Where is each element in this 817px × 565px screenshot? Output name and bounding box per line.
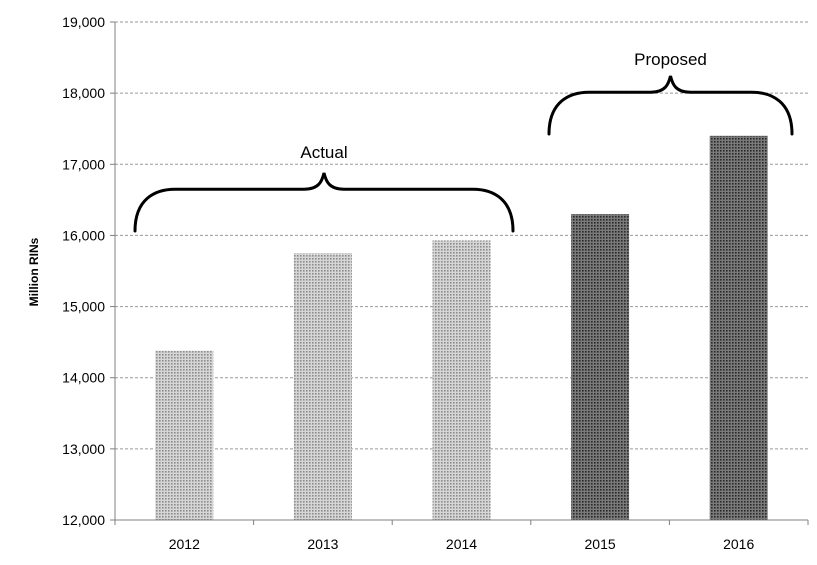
x-tick-label: 2012 bbox=[169, 536, 200, 552]
y-tick-label: 19,000 bbox=[62, 14, 105, 30]
bar-layer bbox=[155, 135, 768, 521]
annotation-label-actual: Actual bbox=[300, 143, 347, 162]
x-tick-label: 2014 bbox=[446, 536, 477, 552]
y-axis-title: Million RINs bbox=[27, 237, 41, 306]
bar-2013 bbox=[293, 253, 352, 520]
x-tick-label: 2015 bbox=[585, 536, 616, 552]
bar-2012 bbox=[155, 350, 214, 520]
bar-2016 bbox=[709, 135, 768, 521]
y-tick-label: 16,000 bbox=[62, 227, 105, 243]
x-tick-label: 2016 bbox=[723, 536, 754, 552]
y-tick-label: 12,000 bbox=[62, 512, 105, 528]
annotation-layer: Actual Proposed bbox=[133, 50, 794, 233]
axis-layer: 12,000 13,000 14,000 15,000 16,000 17,000 18,0… bbox=[62, 14, 809, 552]
y-tick-label: 18,000 bbox=[62, 85, 105, 101]
bar-2015 bbox=[571, 214, 630, 521]
brace-actual bbox=[133, 172, 515, 233]
y-tick-label: 14,000 bbox=[62, 370, 105, 386]
bar-2014 bbox=[432, 240, 491, 520]
x-tick-label: 2013 bbox=[307, 536, 338, 552]
y-tick-label: 13,000 bbox=[62, 441, 105, 457]
y-tick-label: 15,000 bbox=[62, 299, 105, 315]
y-tick-label: 17,000 bbox=[62, 156, 105, 172]
annotation-label-proposed: Proposed bbox=[634, 50, 707, 69]
brace-proposed bbox=[547, 75, 794, 136]
